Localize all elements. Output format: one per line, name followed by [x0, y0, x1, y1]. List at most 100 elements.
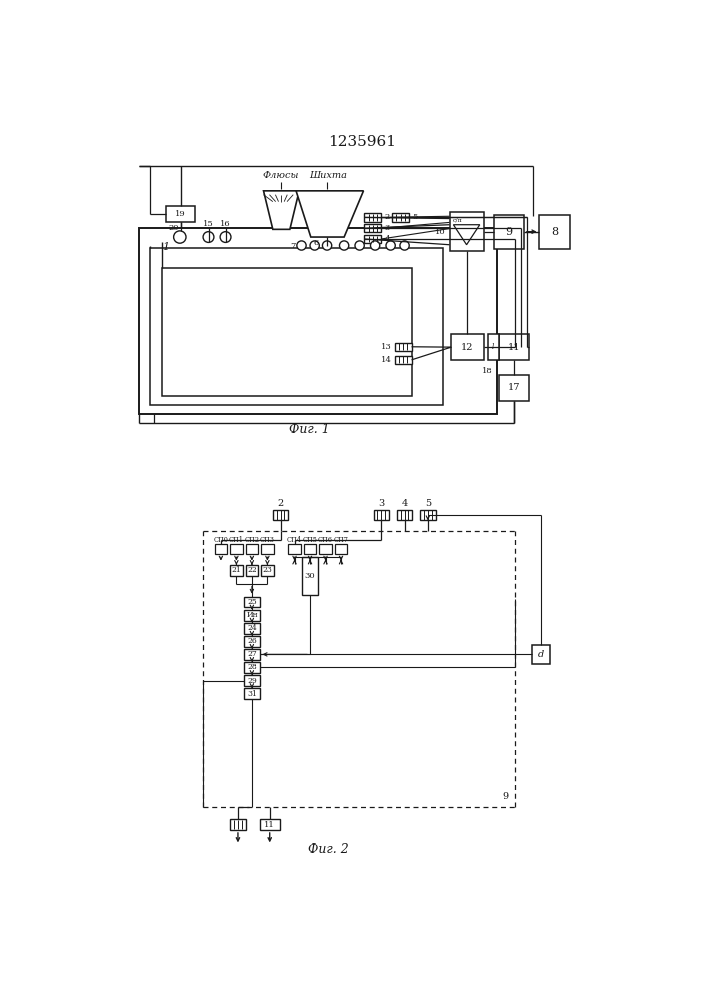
Text: Фиг. 1: Фиг. 1 [289, 423, 329, 436]
Bar [539, 215, 571, 249]
Bar [244, 597, 259, 607]
Text: 21: 21 [231, 566, 241, 574]
Text: 11: 11 [508, 343, 520, 352]
Bar [230, 819, 246, 830]
Bar [230, 544, 243, 554]
Bar [151, 248, 443, 405]
Text: СП0: СП0 [214, 536, 228, 544]
Text: с/п: с/п [452, 217, 462, 222]
Circle shape [310, 241, 320, 250]
Bar [215, 544, 227, 554]
Bar [304, 544, 316, 554]
Text: 5: 5 [425, 499, 431, 508]
Text: 2: 2 [277, 499, 284, 508]
Text: 11: 11 [264, 821, 275, 829]
Bar [364, 213, 381, 222]
Text: 2: 2 [385, 213, 390, 221]
Text: СП2: СП2 [245, 536, 259, 544]
Text: 12: 12 [461, 343, 474, 352]
Text: СП3: СП3 [260, 536, 275, 544]
Text: 30: 30 [305, 572, 315, 580]
Bar [395, 356, 411, 364]
Text: 6: 6 [313, 239, 318, 247]
Text: 27: 27 [247, 650, 257, 658]
Bar [259, 819, 280, 830]
Text: Флюсы: Флюсы [262, 171, 299, 180]
Text: 8: 8 [551, 227, 559, 237]
Bar [244, 649, 259, 660]
Bar [246, 544, 258, 554]
Bar [246, 565, 258, 576]
Bar [244, 662, 259, 673]
Bar [420, 510, 436, 520]
Text: СП1: СП1 [229, 536, 244, 544]
Bar [303, 557, 317, 595]
Text: 7: 7 [291, 242, 296, 250]
Text: Шихта: Шихта [310, 171, 348, 180]
Bar [288, 544, 300, 554]
Bar [166, 206, 195, 222]
Text: 5: 5 [412, 213, 418, 221]
Polygon shape [296, 191, 363, 237]
Bar [392, 213, 409, 222]
Text: 20: 20 [168, 224, 179, 232]
Circle shape [370, 241, 380, 250]
Text: 23: 23 [262, 566, 272, 574]
Bar [494, 215, 524, 249]
Circle shape [400, 241, 409, 250]
Text: 18: 18 [482, 367, 493, 375]
Text: 29: 29 [247, 677, 257, 685]
Bar [244, 623, 259, 634]
Text: СП7: СП7 [334, 536, 349, 544]
Bar [244, 688, 259, 699]
Bar [373, 510, 389, 520]
Text: 9: 9 [506, 227, 513, 237]
Circle shape [203, 232, 214, 242]
Polygon shape [264, 191, 299, 229]
Text: 10: 10 [435, 228, 445, 236]
Bar [261, 565, 274, 576]
Circle shape [220, 232, 231, 242]
Bar [499, 375, 529, 401]
Text: 26: 26 [247, 637, 257, 645]
Text: Ин: Ин [246, 611, 258, 619]
Circle shape [339, 241, 349, 250]
Bar [532, 645, 550, 664]
Bar [499, 334, 529, 360]
Text: 4: 4 [402, 499, 408, 508]
Bar [397, 510, 412, 520]
Text: СП6: СП6 [318, 536, 333, 544]
Text: 3: 3 [378, 499, 385, 508]
Bar [364, 235, 381, 243]
Bar [395, 343, 411, 351]
Text: 31: 31 [247, 690, 257, 698]
Text: 3: 3 [385, 224, 390, 232]
Text: 25: 25 [247, 598, 257, 606]
Text: 1: 1 [162, 242, 169, 252]
Text: 22: 22 [247, 566, 257, 574]
Text: l: l [492, 343, 494, 351]
Bar [230, 565, 243, 576]
Text: d: d [538, 650, 544, 659]
Text: 16: 16 [221, 220, 231, 228]
Bar [335, 544, 347, 554]
Text: 19: 19 [175, 210, 186, 218]
Text: 14: 14 [380, 356, 392, 364]
Circle shape [322, 241, 332, 250]
Text: 9: 9 [502, 792, 508, 801]
Text: 13: 13 [380, 343, 392, 351]
Bar [244, 610, 259, 620]
Bar [162, 268, 411, 396]
Text: 17: 17 [508, 383, 520, 392]
Bar [261, 544, 274, 554]
Bar [364, 224, 381, 232]
Bar [273, 510, 288, 520]
Circle shape [386, 241, 395, 250]
Bar [450, 212, 484, 251]
Circle shape [174, 231, 186, 243]
Bar [244, 636, 259, 647]
Circle shape [297, 241, 306, 250]
Text: 4: 4 [385, 235, 390, 243]
Bar [320, 544, 332, 554]
Text: СП5: СП5 [303, 536, 317, 544]
